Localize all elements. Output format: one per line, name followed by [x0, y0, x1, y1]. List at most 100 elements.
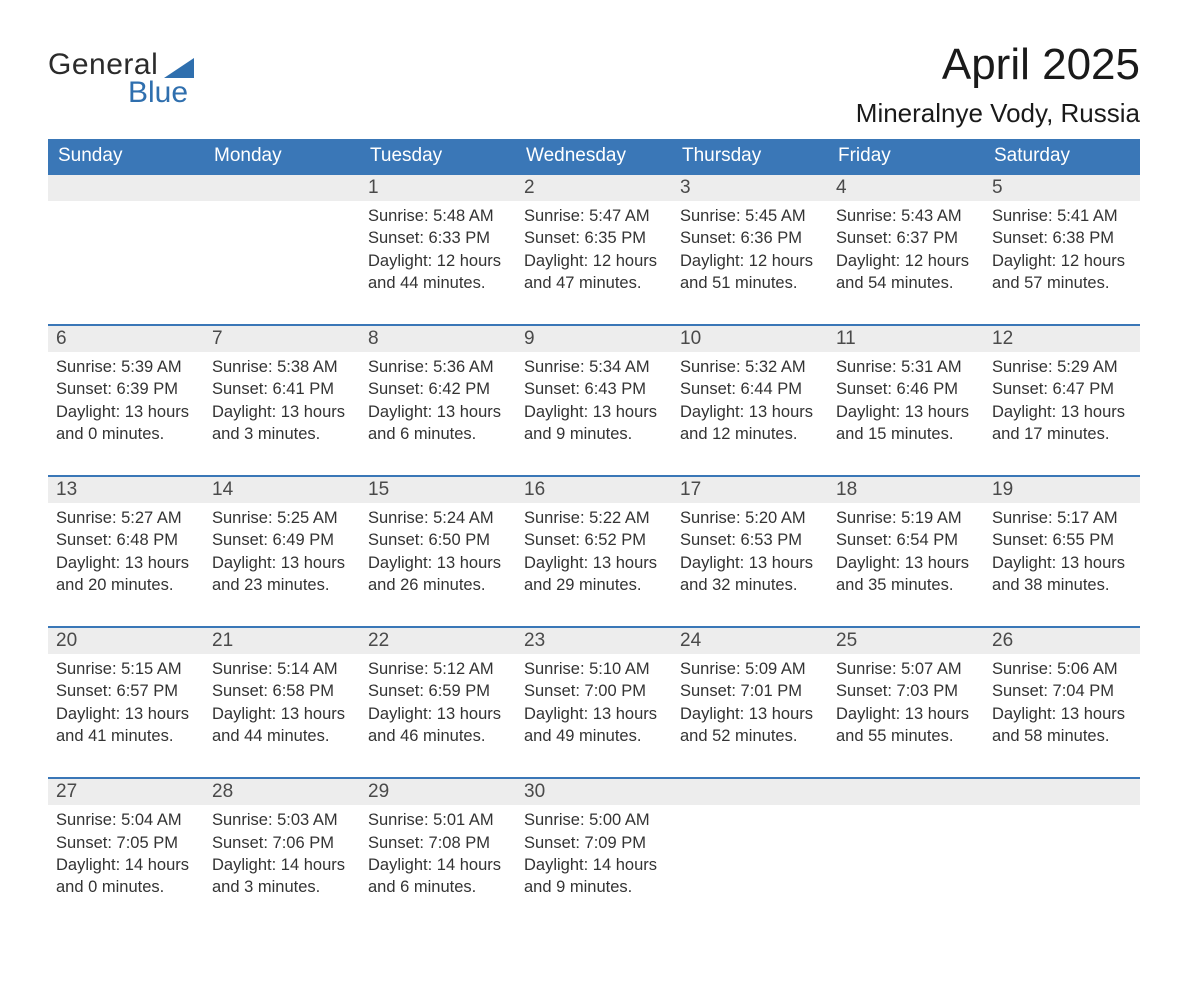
day-cell-body: Sunrise: 5:20 AMSunset: 6:53 PMDaylight:… [672, 503, 828, 626]
daylight-line-1: Daylight: 14 hours [56, 854, 196, 876]
day-number [672, 779, 828, 805]
day-number-cell: 20 [48, 627, 204, 654]
day-cell: Sunrise: 5:24 AMSunset: 6:50 PMDaylight:… [360, 503, 516, 627]
sunrise-line: Sunrise: 5:32 AM [680, 356, 820, 378]
sunset-line: Sunset: 6:53 PM [680, 529, 820, 551]
sunrise-line: Sunrise: 5:43 AM [836, 205, 976, 227]
sunset-line: Sunset: 6:58 PM [212, 680, 352, 702]
day-cell-body [672, 805, 828, 895]
sunrise-line: Sunrise: 5:03 AM [212, 809, 352, 831]
daylight-line-2: and 54 minutes. [836, 272, 976, 294]
day-cell-body: Sunrise: 5:14 AMSunset: 6:58 PMDaylight:… [204, 654, 360, 777]
day-cell [204, 201, 360, 325]
sunset-line: Sunset: 6:44 PM [680, 378, 820, 400]
sunset-line: Sunset: 6:38 PM [992, 227, 1132, 249]
daylight-line-1: Daylight: 12 hours [524, 250, 664, 272]
day-number-cell: 28 [204, 778, 360, 805]
week-daynum-row: 27282930 [48, 778, 1140, 805]
sunset-line: Sunset: 6:43 PM [524, 378, 664, 400]
day-number-cell: 11 [828, 325, 984, 352]
day-cell-body: Sunrise: 5:45 AMSunset: 6:36 PMDaylight:… [672, 201, 828, 324]
daylight-line-1: Daylight: 13 hours [524, 552, 664, 574]
day-cell: Sunrise: 5:45 AMSunset: 6:36 PMDaylight:… [672, 201, 828, 325]
day-number: 8 [360, 326, 516, 352]
calendar-table: SundayMondayTuesdayWednesdayThursdayFrid… [48, 139, 1140, 928]
daylight-line-2: and 6 minutes. [368, 423, 508, 445]
weekday-header: Wednesday [516, 139, 672, 174]
daylight-line-2: and 12 minutes. [680, 423, 820, 445]
day-number: 24 [672, 628, 828, 654]
day-cell: Sunrise: 5:22 AMSunset: 6:52 PMDaylight:… [516, 503, 672, 627]
week-daynum-row: 13141516171819 [48, 476, 1140, 503]
sunrise-line: Sunrise: 5:45 AM [680, 205, 820, 227]
day-cell: Sunrise: 5:14 AMSunset: 6:58 PMDaylight:… [204, 654, 360, 778]
sunset-line: Sunset: 6:39 PM [56, 378, 196, 400]
day-cell [984, 805, 1140, 928]
day-cell-body: Sunrise: 5:47 AMSunset: 6:35 PMDaylight:… [516, 201, 672, 324]
daylight-line-1: Daylight: 12 hours [992, 250, 1132, 272]
day-number-cell: 15 [360, 476, 516, 503]
day-cell: Sunrise: 5:07 AMSunset: 7:03 PMDaylight:… [828, 654, 984, 778]
daylight-line-1: Daylight: 13 hours [680, 552, 820, 574]
weekday-header: Saturday [984, 139, 1140, 174]
daylight-line-2: and 0 minutes. [56, 423, 196, 445]
day-number-cell: 25 [828, 627, 984, 654]
day-cell-body: Sunrise: 5:04 AMSunset: 7:05 PMDaylight:… [48, 805, 204, 928]
day-number: 7 [204, 326, 360, 352]
day-number: 1 [360, 175, 516, 201]
location: Mineralnye Vody, Russia [856, 98, 1140, 129]
sunset-line: Sunset: 7:01 PM [680, 680, 820, 702]
day-number-cell: 9 [516, 325, 672, 352]
day-cell: Sunrise: 5:27 AMSunset: 6:48 PMDaylight:… [48, 503, 204, 627]
day-cell-body: Sunrise: 5:29 AMSunset: 6:47 PMDaylight:… [984, 352, 1140, 475]
sunrise-line: Sunrise: 5:31 AM [836, 356, 976, 378]
day-cell-body: Sunrise: 5:25 AMSunset: 6:49 PMDaylight:… [204, 503, 360, 626]
day-cell-body [204, 201, 360, 291]
sunrise-line: Sunrise: 5:06 AM [992, 658, 1132, 680]
day-number: 6 [48, 326, 204, 352]
daylight-line-1: Daylight: 14 hours [212, 854, 352, 876]
sunrise-line: Sunrise: 5:24 AM [368, 507, 508, 529]
day-cell-body: Sunrise: 5:41 AMSunset: 6:38 PMDaylight:… [984, 201, 1140, 324]
daylight-line-2: and 55 minutes. [836, 725, 976, 747]
sunrise-line: Sunrise: 5:41 AM [992, 205, 1132, 227]
daylight-line-1: Daylight: 13 hours [524, 401, 664, 423]
day-number: 10 [672, 326, 828, 352]
day-number: 12 [984, 326, 1140, 352]
day-number-cell: 2 [516, 174, 672, 201]
sunset-line: Sunset: 7:04 PM [992, 680, 1132, 702]
day-number-cell: 23 [516, 627, 672, 654]
day-number-cell: 22 [360, 627, 516, 654]
day-number-cell: 30 [516, 778, 672, 805]
day-cell-body: Sunrise: 5:34 AMSunset: 6:43 PMDaylight:… [516, 352, 672, 475]
daylight-line-2: and 20 minutes. [56, 574, 196, 596]
sunrise-line: Sunrise: 5:27 AM [56, 507, 196, 529]
week-body-row: Sunrise: 5:48 AMSunset: 6:33 PMDaylight:… [48, 201, 1140, 325]
day-cell: Sunrise: 5:00 AMSunset: 7:09 PMDaylight:… [516, 805, 672, 928]
sunset-line: Sunset: 6:47 PM [992, 378, 1132, 400]
day-cell: Sunrise: 5:10 AMSunset: 7:00 PMDaylight:… [516, 654, 672, 778]
day-number [828, 779, 984, 805]
day-number-cell: 4 [828, 174, 984, 201]
day-number-cell [672, 778, 828, 805]
daylight-line-2: and 51 minutes. [680, 272, 820, 294]
sunrise-line: Sunrise: 5:29 AM [992, 356, 1132, 378]
sunrise-line: Sunrise: 5:38 AM [212, 356, 352, 378]
daylight-line-1: Daylight: 13 hours [836, 552, 976, 574]
day-cell-body: Sunrise: 5:01 AMSunset: 7:08 PMDaylight:… [360, 805, 516, 928]
day-cell-body: Sunrise: 5:03 AMSunset: 7:06 PMDaylight:… [204, 805, 360, 928]
daylight-line-1: Daylight: 13 hours [524, 703, 664, 725]
weekday-header: Monday [204, 139, 360, 174]
sunrise-line: Sunrise: 5:47 AM [524, 205, 664, 227]
day-cell-body: Sunrise: 5:43 AMSunset: 6:37 PMDaylight:… [828, 201, 984, 324]
daylight-line-1: Daylight: 13 hours [212, 552, 352, 574]
sunset-line: Sunset: 7:08 PM [368, 832, 508, 854]
daylight-line-2: and 44 minutes. [368, 272, 508, 294]
daylight-line-2: and 44 minutes. [212, 725, 352, 747]
day-cell [672, 805, 828, 928]
day-number-cell: 3 [672, 174, 828, 201]
day-cell: Sunrise: 5:15 AMSunset: 6:57 PMDaylight:… [48, 654, 204, 778]
daylight-line-1: Daylight: 13 hours [836, 401, 976, 423]
sunrise-line: Sunrise: 5:20 AM [680, 507, 820, 529]
sunrise-line: Sunrise: 5:39 AM [56, 356, 196, 378]
